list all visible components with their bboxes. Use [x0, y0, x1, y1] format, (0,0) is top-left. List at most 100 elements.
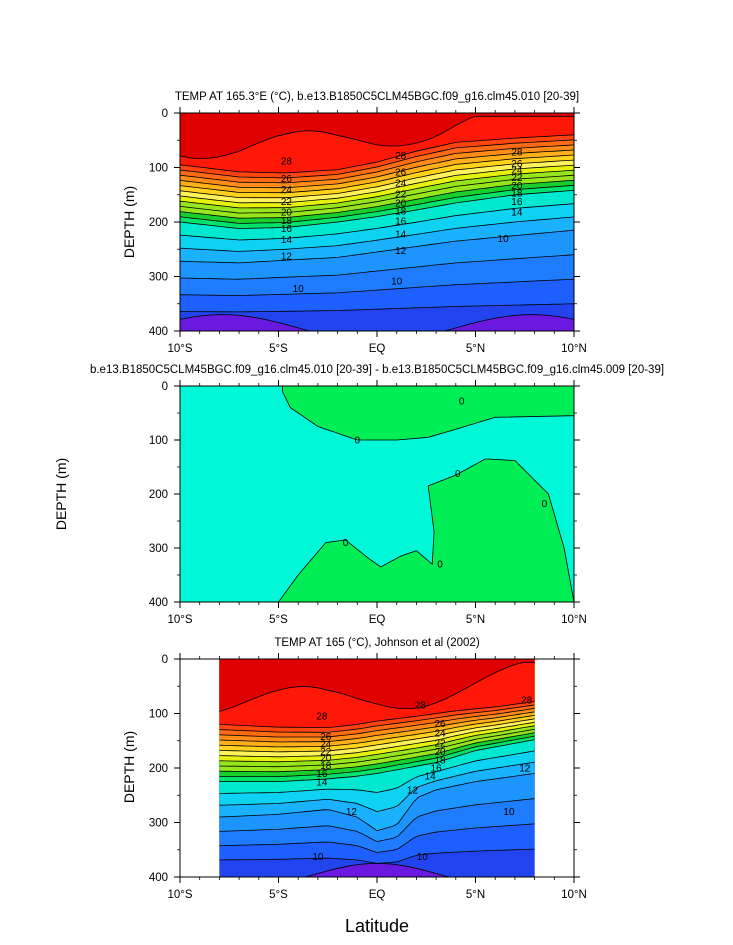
isotherm-line [180, 184, 574, 224]
contour-label: 12 [395, 246, 407, 257]
x-tick-label: EQ [369, 343, 386, 355]
panel-2-axes: 10°S 5°S EQ 5°N 10°N 0 100 200 300 400 [149, 380, 587, 626]
contour-label: 0 [437, 560, 443, 571]
isotherm-line [180, 164, 574, 204]
panel-2-title: b.e13.B1850C5CLM45BGC.f09_g16.clm45.010 … [90, 364, 664, 376]
panel-observed-temperature: TEMP AT 165 (°C), Johnson et al (2002) 2… [121, 637, 587, 936]
x-tick-label: 5°S [269, 889, 288, 901]
zero-contour [281, 386, 574, 441]
contour-label: 16 [511, 197, 523, 208]
contour-label: 10 [293, 284, 305, 295]
contour-label: 14 [395, 229, 407, 240]
panel-3-title: TEMP AT 165 (°C), Johnson et al (2002) [274, 637, 479, 649]
contour-label: 10 [503, 807, 515, 818]
isotherm-line [219, 715, 535, 748]
isotherm-line [180, 139, 574, 179]
isotherm-line [219, 701, 535, 728]
contour-label: 0 [355, 436, 361, 447]
x-axis-label: Latitude [345, 916, 409, 936]
contour-label: 20 [511, 181, 523, 192]
y-tick-label: 0 [162, 108, 168, 120]
contour-label: 26 [281, 174, 293, 185]
isotherm-line [180, 174, 574, 214]
panel-1-contour-labels: 2828282626262424242222222020201818181616… [281, 148, 523, 295]
fill-band [219, 659, 535, 712]
panel-1-color-fill [180, 113, 574, 331]
x-tick-label: 10°N [561, 343, 587, 355]
x-tick-label: 5°N [466, 889, 485, 901]
contour-label: 28 [395, 151, 407, 162]
contour-label: 10 [391, 276, 403, 287]
y-tick-label: 200 [149, 763, 168, 775]
isotherm-line [180, 303, 574, 313]
contour-label: 24 [320, 740, 332, 751]
isotherm-line [180, 278, 574, 297]
x-tick-label: 10°S [167, 889, 192, 901]
contour-label: 28 [316, 712, 328, 723]
contour-label: 10 [498, 234, 510, 245]
contour-label: 28 [281, 156, 293, 167]
panel-model-temperature: TEMP AT 165.3°E (°C), b.e13.B1850C5CLM45… [121, 91, 587, 355]
contour-label: 20 [395, 198, 407, 209]
x-tick-label: EQ [369, 614, 386, 626]
isotherm-line [219, 718, 535, 753]
zero-contour [278, 458, 574, 602]
panel-2-y-axis-label: DEPTH (m) [53, 458, 69, 530]
isotherm-line [219, 761, 535, 813]
x-tick-label: 5°N [466, 614, 485, 626]
y-tick-label: 300 [149, 543, 168, 555]
panel-1-title: TEMP AT 165.3°E (°C), b.e13.B1850C5CLM45… [175, 91, 579, 103]
contour-label: 12 [519, 764, 531, 775]
isotherm-line [219, 708, 535, 738]
y-tick-label: 100 [149, 435, 168, 447]
contour-label: 10 [312, 852, 324, 863]
contour-label: 0 [455, 469, 461, 480]
contour-label: 0 [343, 538, 349, 549]
contour-label: 10 [417, 852, 429, 863]
contour-label: 16 [431, 764, 443, 775]
x-tick-label: 5°S [269, 343, 288, 355]
isotherm-line [180, 115, 574, 159]
isotherm-line [219, 848, 535, 864]
y-tick-label: 400 [149, 326, 168, 338]
x-tick-label: 10°S [167, 614, 192, 626]
y-tick-label: 300 [149, 818, 168, 830]
contour-label: 24 [281, 185, 293, 196]
isotherm-line [219, 773, 535, 832]
contour-label: 22 [395, 190, 407, 201]
contour-label: 14 [425, 772, 437, 783]
isotherm-line [219, 739, 535, 782]
contour-label: 20 [434, 747, 446, 758]
contour-label: 28 [511, 148, 523, 159]
panel-1-isotherms [180, 115, 574, 331]
isotherm-line [219, 728, 535, 768]
contour-label: 24 [395, 178, 407, 189]
isotherm-line [180, 229, 574, 264]
isotherm-line [180, 154, 574, 194]
contour-label: 24 [511, 166, 523, 177]
contour-label: 26 [320, 732, 332, 743]
panel-1-axes: 10°S 5°S EQ 5°N 10°N 0 100 200 300 400 [149, 107, 587, 355]
contour-label: 12 [407, 785, 419, 796]
isotherm-line [219, 711, 535, 743]
contour-label: 20 [320, 754, 332, 765]
x-tick-label: 10°N [561, 614, 587, 626]
isotherm-line [219, 725, 535, 763]
y-tick-label: 0 [162, 381, 168, 393]
panel-3-contour-labels: 2828282626242422222020181816161414121212… [312, 695, 533, 863]
contour-label: 18 [511, 189, 523, 200]
isotherm-line [180, 134, 574, 174]
contour-label: 18 [320, 761, 332, 772]
contour-label: 12 [346, 807, 358, 818]
panel-3-color-fill [219, 659, 535, 877]
panel-temperature-difference: b.e13.B1850C5CLM45BGC.f09_g16.clm45.010 … [53, 364, 664, 626]
contour-label: 12 [281, 251, 293, 262]
isotherm-line [219, 732, 535, 773]
x-tick-label: 10°N [561, 889, 587, 901]
fill-band [180, 113, 574, 159]
isotherm-line [180, 144, 574, 184]
y-tick-label: 300 [149, 272, 168, 284]
contour-label: 28 [521, 695, 533, 706]
panel-3-y-axis-label: DEPTH (m) [121, 731, 137, 803]
